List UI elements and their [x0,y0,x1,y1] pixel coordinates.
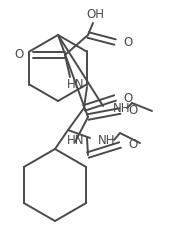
Text: NH: NH [98,134,116,147]
Text: O: O [128,105,137,118]
Text: HN: HN [67,134,84,147]
Text: O: O [123,92,132,105]
Text: OH: OH [86,9,104,21]
Text: O: O [15,48,24,62]
Text: HN: HN [67,78,84,92]
Text: O: O [123,35,132,48]
Text: O: O [128,138,137,152]
Text: NH: NH [113,102,130,114]
